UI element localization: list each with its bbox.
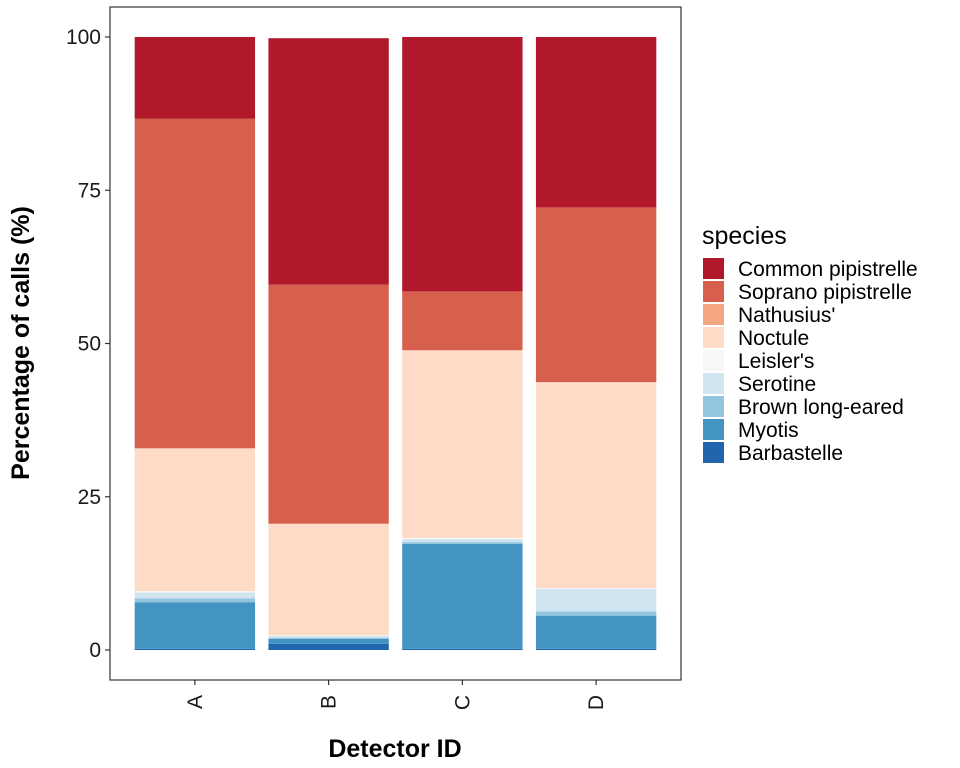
bar-segment-D-brown-long-eared: [535, 611, 657, 616]
legend-key: [703, 304, 724, 325]
y-axis-title: Percentage of calls (%): [7, 206, 35, 480]
bar-segment-B-brown-long-eared: [268, 637, 389, 639]
bar-segment-D-leisler-s: [535, 588, 657, 589]
x-tick-label: D: [585, 695, 608, 710]
x-tick-label: A: [184, 695, 207, 709]
legend-label: Soprano pipistrelle: [738, 281, 912, 304]
bar-segment-B-common-pipistrelle: [268, 38, 389, 285]
bar-segment-C-barbastelle: [402, 648, 523, 650]
bar-segment-C-myotis: [402, 543, 523, 649]
bar-segment-C-serotine: [402, 539, 523, 543]
x-tick-label: B: [318, 695, 341, 709]
legend-key: [703, 350, 724, 371]
legend-key: [703, 327, 724, 348]
bar-segment-B-serotine: [268, 635, 389, 638]
bar-segment-D-barbastelle: [535, 648, 657, 650]
bar-segment-D-noctule: [535, 382, 657, 589]
legend-label: Brown long-eared: [738, 396, 904, 419]
legend-label: Nathusius': [738, 304, 835, 327]
y-tick-label: 0: [89, 639, 101, 662]
legend-key: [703, 442, 724, 463]
y-tick-label: 50: [78, 333, 101, 356]
bar-segment-A-serotine: [134, 592, 256, 599]
legend-key: [703, 258, 724, 279]
bar-segment-A-common-pipistrelle: [134, 37, 256, 119]
y-tick-label: 100: [66, 26, 101, 49]
bar-segment-A-myotis: [134, 602, 256, 649]
bar-segment-B-barbastelle: [268, 643, 389, 650]
bar-segment-C-noctule: [402, 350, 523, 538]
legend-key: [703, 419, 724, 440]
legend-label: Leisler's: [738, 350, 814, 373]
bar-segment-A-leisler-s: [134, 591, 256, 593]
legend-key: [703, 373, 724, 394]
x-axis: A B C D: [184, 680, 608, 710]
legend-key: [703, 396, 724, 417]
bar-segment-A-noctule: [134, 448, 256, 592]
legend-label: Myotis: [738, 419, 799, 442]
bar-segment-B-leisler-s: [268, 635, 389, 636]
legend-key: [703, 281, 724, 302]
y-tick-label: 25: [78, 486, 101, 509]
legend-label: Barbastelle: [738, 442, 843, 465]
bar-segment-C-brown-long-eared: [402, 542, 523, 544]
bar-segment-B-soprano-pipistrelle: [268, 284, 389, 524]
bar-segment-D-soprano-pipistrelle: [535, 207, 657, 383]
bar-segment-A-brown-long-eared: [134, 598, 256, 603]
y-tick-label: 75: [78, 179, 101, 202]
x-axis-title: Detector ID: [328, 735, 461, 763]
bar-segment-C-soprano-pipistrelle: [402, 291, 523, 351]
legend-label: Serotine: [738, 373, 816, 396]
bar-segment-D-myotis: [535, 615, 657, 649]
bars-group: [134, 37, 657, 650]
bar-segment-C-leisler-s: [402, 537, 523, 540]
bar-segment-C-common-pipistrelle: [402, 37, 523, 292]
x-tick-label: C: [451, 695, 474, 710]
bar-segment-D-serotine: [535, 588, 657, 612]
bar-segment-B-myotis: [268, 638, 389, 644]
bar-segment-A-barbastelle: [134, 648, 256, 650]
bar-segment-B-noctule: [268, 523, 389, 636]
y-axis: 0 25 50 75 100: [66, 26, 110, 662]
legend-title: species: [702, 222, 787, 250]
bar-segment-A-soprano-pipistrelle: [134, 118, 256, 449]
legend-label: Noctule: [738, 327, 809, 350]
bar-segment-D-common-pipistrelle: [535, 37, 657, 208]
legend-label: Common pipistrelle: [738, 258, 918, 281]
